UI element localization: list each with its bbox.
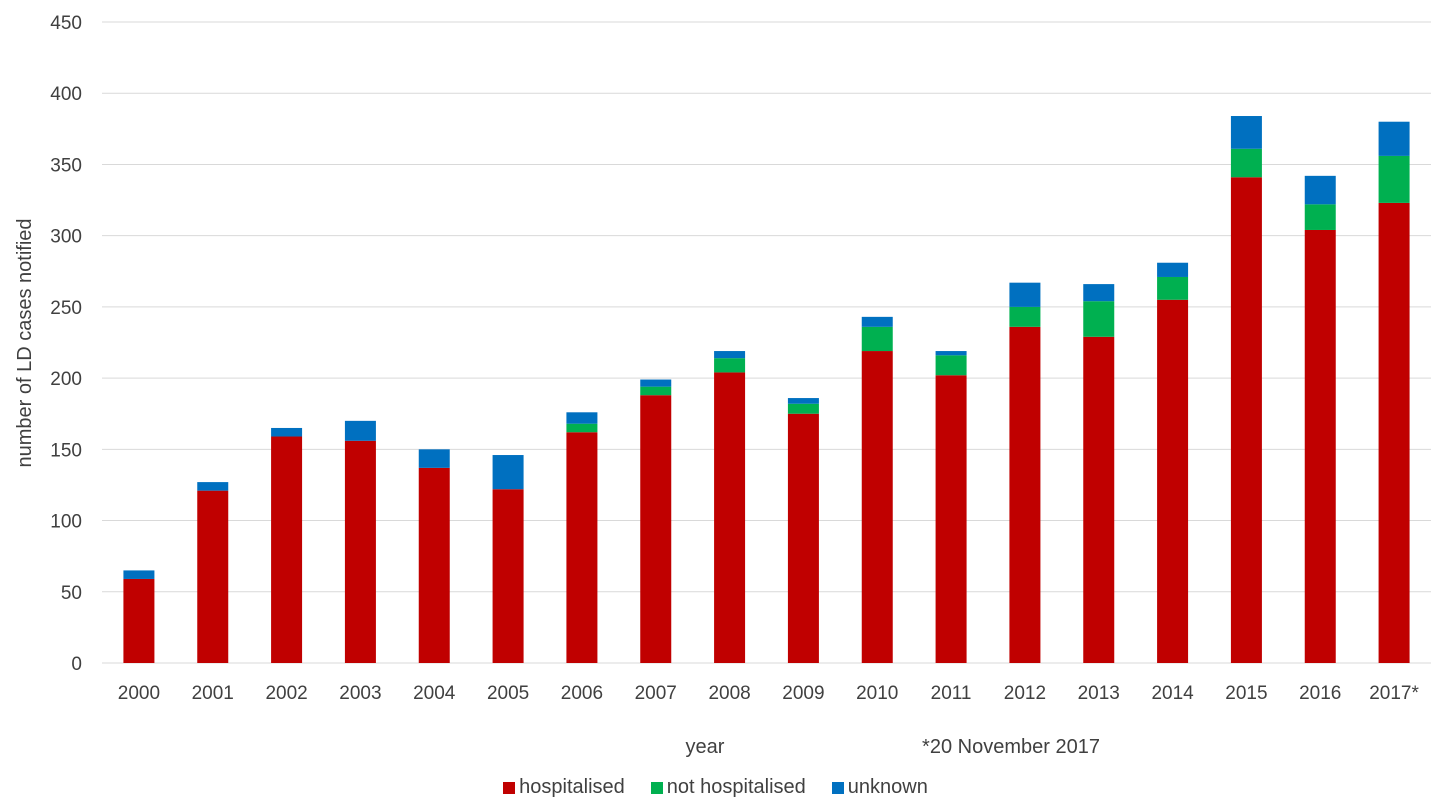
x-tick-label: 2008 [708,683,750,704]
bar-segment-hospitalised [418,467,450,663]
x-axis-title: year [686,736,725,758]
bar-segment-unknown [714,351,746,359]
bar-segment-unknown [1157,262,1189,277]
bar-segment-hospitalised [640,395,672,663]
bar-segment-unknown [1009,282,1041,307]
x-tick-label: 2004 [413,683,456,704]
bar-segment-not-hospitalised [714,358,746,373]
gridlines [102,21,1431,664]
bar-segment-unknown [492,455,524,490]
x-tick-label: 2012 [1004,683,1046,704]
bar-segment-hospitalised [344,440,376,663]
legend-swatch [503,781,516,794]
bar-segment-unknown [271,427,303,437]
bar-segment-unknown [1230,116,1262,149]
bar-segment-hospitalised [123,578,155,663]
y-tick-label: 300 [50,227,82,248]
bar-segment-not-hospitalised [1083,301,1115,337]
y-tick-label: 50 [61,583,82,604]
x-tick-label: 2007 [635,683,677,704]
bar-segment-unknown [123,570,155,579]
bar-segment-hospitalised [271,436,303,663]
x-tick-label: 2001 [192,683,234,704]
y-tick-label: 100 [50,512,82,533]
x-tick-label: 2006 [561,683,603,704]
bar-segment-not-hospitalised [566,423,598,433]
bar-segment-unknown [640,379,672,387]
bars [123,116,1410,664]
legend-item: not hospitalised [650,776,806,799]
bar-segment-not-hospitalised [640,386,672,396]
bar-segment-unknown [1083,284,1115,302]
legend-item: unknown [831,776,928,799]
bar-segment-not-hospitalised [1009,306,1041,327]
x-tick-label: 2005 [487,683,529,704]
x-tick-label: 2013 [1078,683,1120,704]
bar-segment-hospitalised [492,489,524,663]
y-tick-label: 450 [50,13,82,34]
legend-label: unknown [847,776,928,798]
x-axis-ticks: 2000 2001 2002 2003 2004 2005 2006 2007 2008 2009… [118,683,1420,704]
bar-segment-hospitalised [1009,326,1041,663]
bar-segment-unknown [1304,175,1336,205]
bar-segment-unknown [197,482,229,491]
legend-label: not hospitalised [666,776,806,798]
x-tick-label: 2011 [931,683,972,704]
x-tick-label: 2002 [265,683,307,704]
x-tick-label: 2017* [1369,683,1419,704]
bar-segment-not-hospitalised [935,355,967,376]
legend-item: hospitalised [503,776,625,799]
bar-segment-unknown [1378,121,1410,156]
x-tick-label: 2016 [1299,683,1341,704]
bar-segment-not-hospitalised [1230,148,1262,178]
bar-segment-hospitalised [714,372,746,663]
y-tick-label: 350 [50,155,82,176]
y-tick-label: 400 [50,84,82,105]
bar-segment-hospitalised [1304,229,1336,664]
bar-segment-unknown [861,316,893,327]
legend-swatch [650,781,663,794]
bar-segment-hospitalised [566,432,598,663]
y-axis-title: number of LD cases notified [14,218,36,467]
bar-segment-unknown [935,351,967,356]
bar-segment-hospitalised [1083,336,1115,663]
bar-segment-hospitalised [1230,177,1262,663]
bar-segment-hospitalised [1157,299,1189,663]
x-tick-label: 2003 [339,683,381,704]
bar-segment-hospitalised [787,413,819,663]
bar-segment-hospitalised [197,490,229,663]
y-tick-label: 200 [50,369,82,390]
legend-swatch [831,781,844,794]
x-tick-label: 2014 [1151,683,1194,704]
bar-segment-not-hospitalised [1378,155,1410,203]
bar-segment-not-hospitalised [787,403,819,414]
chart-note: *20 November 2017 [922,736,1100,758]
x-tick-label: 2010 [856,683,898,704]
bar-segment-unknown [566,412,598,424]
bar-segment-hospitalised [861,351,893,663]
y-tick-label: 150 [50,440,82,461]
bar-segment-hospitalised [1378,202,1410,663]
y-tick-label: 250 [50,298,82,319]
y-tick-label: 0 [71,654,82,675]
x-tick-label: 2015 [1225,683,1267,704]
legend-label: hospitalised [519,776,625,798]
legend: hospitalised not hospitalised unknown [0,776,1431,799]
bar-segment-not-hospitalised [1157,276,1189,300]
bar-segment-unknown [344,420,376,441]
x-tick-label: 2009 [782,683,824,704]
bar-segment-hospitalised [935,375,967,663]
bar-segment-unknown [787,398,819,404]
bar-segment-unknown [418,449,450,468]
bar-segment-not-hospitalised [861,326,893,352]
x-tick-label: 2000 [118,683,160,704]
bar-segment-not-hospitalised [1304,204,1336,230]
y-axis-ticks: 0 50 100 150 200 250 300 350 400 450 [50,13,82,675]
